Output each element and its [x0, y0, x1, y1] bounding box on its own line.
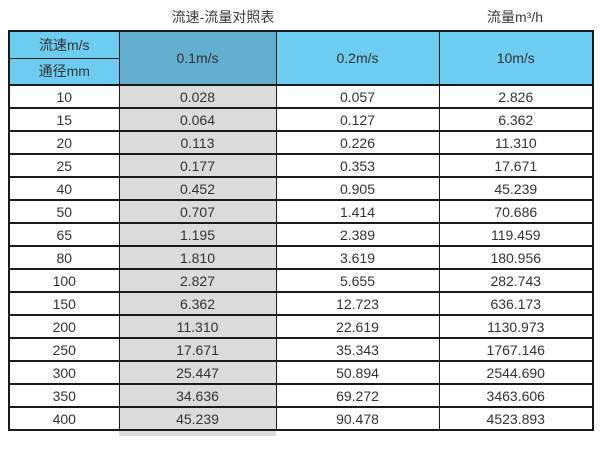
flow-value-cell: 4523.893 [438, 406, 594, 431]
flow-value-cell: 25.447 [118, 360, 277, 385]
flow-value-cell: 1.414 [275, 199, 440, 224]
flow-value-cell: 69.272 [275, 383, 440, 408]
flow-value-cell: 1.810 [118, 245, 277, 270]
diameter-cell: 40 [8, 176, 120, 201]
flow-value-cell: 1130.973 [438, 314, 594, 339]
title-bar: 流速-流量对照表 流量m³/h [8, 4, 592, 30]
table-row: 350 34.636 69.272 3463.606 [8, 383, 594, 408]
flow-value-cell: 2544.690 [438, 360, 594, 385]
flow-value-cell: 90.478 [275, 406, 440, 431]
flow-value-cell: 11.310 [438, 130, 594, 155]
diameter-cell: 200 [8, 314, 120, 339]
header-row-bottom: 通径mm [8, 57, 593, 86]
table-row: 250 17.671 35.343 1767.146 [8, 337, 594, 362]
highlight-column-shadow [119, 431, 276, 436]
header-row-top: 流速m/s 0.1m/s 0.2m/s 10m/s [8, 30, 594, 86]
diameter-cell: 65 [8, 222, 120, 247]
flow-value-cell: 17.671 [118, 337, 277, 362]
flow-value-cell: 180.956 [438, 245, 594, 270]
flow-value-cell: 0.707 [118, 199, 277, 224]
flow-value-cell: 0.905 [275, 176, 440, 201]
flow-value-cell: 119.459 [438, 222, 594, 247]
diameter-cell: 80 [8, 245, 120, 270]
flow-value-cell: 6.362 [118, 291, 277, 316]
table-row: 10 0.028 0.057 2.826 [8, 84, 594, 109]
flow-value-cell: 17.671 [438, 153, 594, 178]
table-row: 15 0.064 0.127 6.362 [8, 107, 594, 132]
table-row: 40 0.452 0.905 45.239 [8, 176, 594, 201]
flow-value-cell: 22.619 [275, 314, 440, 339]
flow-value-cell: 0.353 [275, 153, 440, 178]
flow-value-cell: 2.827 [118, 268, 277, 293]
flow-value-cell: 3463.606 [438, 383, 594, 408]
diameter-cell: 20 [8, 130, 120, 155]
table-row: 100 2.827 5.655 282.743 [8, 268, 594, 293]
flow-value-cell: 282.743 [438, 268, 594, 293]
flow-value-cell: 11.310 [118, 314, 277, 339]
table-row: 200 11.310 22.619 1130.973 [8, 314, 594, 339]
flow-unit-label: 流量m³/h [487, 9, 543, 25]
flow-value-cell: 1767.146 [438, 337, 594, 362]
table-row: 25 0.177 0.353 17.671 [8, 153, 594, 178]
table-row: 80 1.810 3.619 180.956 [8, 245, 594, 270]
corner-diameter-label: 通径mm [8, 57, 120, 86]
column-header-0-2ms: 0.2m/s [275, 30, 440, 86]
diameter-cell: 25 [8, 153, 120, 178]
diameter-cell: 15 [8, 107, 120, 132]
flow-value-cell: 0.064 [118, 107, 277, 132]
column-header-10ms: 10m/s [438, 30, 594, 86]
flow-value-cell: 2.826 [438, 84, 594, 109]
table-title: 流速-流量对照表 [171, 9, 275, 25]
flow-value-cell: 12.723 [275, 291, 440, 316]
diameter-cell: 300 [8, 360, 120, 385]
flow-value-cell: 3.619 [275, 245, 440, 270]
diameter-cell: 400 [8, 406, 120, 431]
column-header-0-1ms: 0.1m/s [118, 30, 277, 86]
flow-value-cell: 34.636 [118, 383, 277, 408]
flow-value-cell: 70.686 [438, 199, 594, 224]
flow-value-cell: 636.173 [438, 291, 594, 316]
flow-value-cell: 45.239 [438, 176, 594, 201]
flow-value-cell: 0.028 [118, 84, 277, 109]
table-row: 300 25.447 50.894 2544.690 [8, 360, 594, 385]
table-row: 50 0.707 1.414 70.686 [8, 199, 594, 224]
table-header: 流速m/s 0.1m/s 0.2m/s 10m/s 通径mm [8, 30, 594, 86]
flow-value-cell: 0.127 [275, 107, 440, 132]
flow-value-cell: 50.894 [275, 360, 440, 385]
flow-value-cell: 0.452 [118, 176, 277, 201]
flow-value-cell: 45.239 [118, 406, 277, 431]
flow-value-cell: 2.389 [275, 222, 440, 247]
page: 流速-流量对照表 流量m³/h 流速m/s 0.1m/s 0.2m/s 10m/… [8, 4, 594, 436]
flow-value-cell: 5.655 [275, 268, 440, 293]
flow-value-cell: 0.057 [275, 84, 440, 109]
flow-value-cell: 0.177 [118, 153, 277, 178]
diameter-cell: 50 [8, 199, 120, 224]
table-row: 65 1.195 2.389 119.459 [8, 222, 594, 247]
diameter-cell: 150 [8, 291, 120, 316]
flow-value-cell: 35.343 [275, 337, 440, 362]
flow-conversion-table: 流速m/s 0.1m/s 0.2m/s 10m/s 通径mm 10 0.028 0.… [8, 30, 594, 431]
diameter-cell: 100 [8, 268, 120, 293]
diameter-cell: 350 [8, 383, 120, 408]
table-row: 20 0.113 0.226 11.310 [8, 130, 594, 155]
table-body: 10 0.028 0.057 2.826 15 0.064 0.127 6.362 20 0.11… [8, 84, 594, 431]
flow-value-cell: 0.226 [275, 130, 440, 155]
diameter-cell: 10 [8, 84, 120, 109]
table-row: 150 6.362 12.723 636.173 [8, 291, 594, 316]
diameter-cell: 250 [8, 337, 120, 362]
table-row: 400 45.239 90.478 4523.893 [8, 406, 594, 431]
flow-value-cell: 0.113 [118, 130, 277, 155]
flow-value-cell: 1.195 [118, 222, 277, 247]
flow-value-cell: 6.362 [438, 107, 594, 132]
corner-velocity-label: 流速m/s [8, 30, 120, 59]
